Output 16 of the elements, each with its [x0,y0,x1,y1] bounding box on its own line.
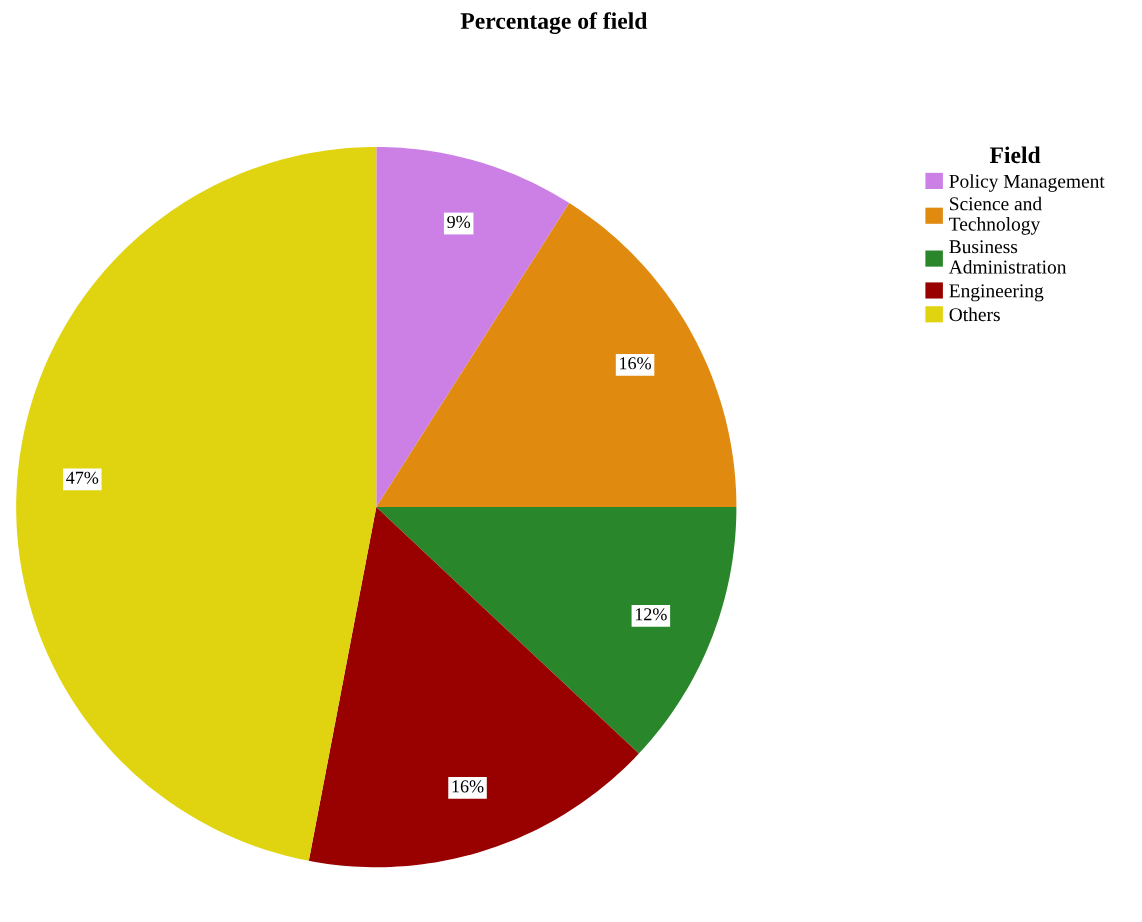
legend-label: Science and Technology [949,196,1042,235]
pie-slice [376,203,737,508]
data-label: 16% [620,357,651,370]
pie-slice [376,146,570,508]
legend-label: Others [949,307,1000,322]
chart-title: Percentage of field [460,12,648,34]
legend-label: Policy Management [949,174,1105,192]
pie-slice [16,146,377,861]
pie-slice [376,507,737,754]
data-label: 47% [66,471,99,484]
legend-title: Field [989,146,1041,164]
data-label: 16% [452,780,484,793]
data-label: 12% [635,608,667,621]
legend-label: Business Administration [948,240,1067,274]
legend-label: Engineering [949,284,1044,302]
data-label: 9% [447,215,471,229]
